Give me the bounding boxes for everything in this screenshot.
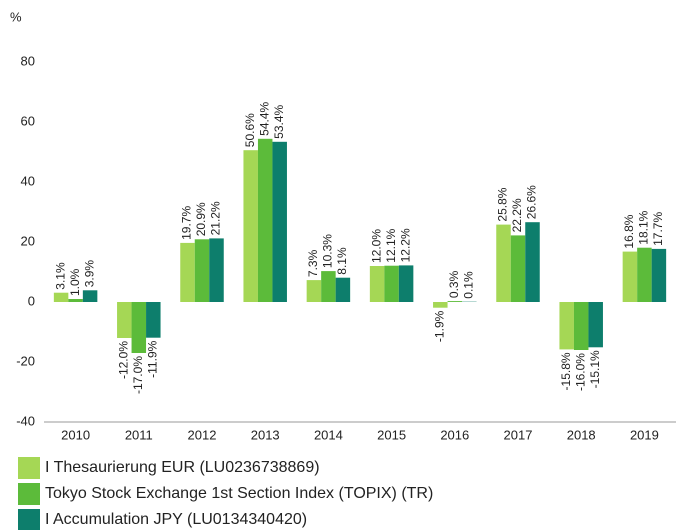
value-label: 3.9% <box>82 260 96 288</box>
x-tick-label: 2014 <box>314 427 343 442</box>
value-label: 26.6% <box>525 185 539 219</box>
value-label: 0.1% <box>461 271 475 299</box>
x-tick-label: 2012 <box>188 427 217 442</box>
bar <box>447 301 463 302</box>
value-label: 1.0% <box>68 268 82 296</box>
bar <box>651 248 667 302</box>
value-label: 8.1% <box>335 247 349 275</box>
legend-label: I Accumulation JPY (LU0134340420) <box>45 511 307 528</box>
bar <box>53 292 69 302</box>
bar <box>510 235 526 302</box>
value-label: -11.9% <box>145 340 159 377</box>
bar <box>559 302 574 350</box>
value-label: 20.9% <box>194 202 208 236</box>
bar <box>180 242 195 302</box>
x-tick-label: 2016 <box>440 427 469 442</box>
value-label: 12.2% <box>398 228 412 262</box>
value-label: 50.6% <box>243 113 257 147</box>
bar <box>496 224 511 302</box>
bar <box>588 302 603 348</box>
bar <box>68 299 83 302</box>
bar <box>209 238 224 302</box>
bar <box>321 271 336 302</box>
bar <box>146 302 161 338</box>
y-tick-label: -20 <box>16 353 35 368</box>
legend-swatch <box>18 483 40 505</box>
x-tick-label: 2017 <box>504 427 533 442</box>
value-label: 19.7% <box>180 206 194 240</box>
value-label: 7.3% <box>306 249 320 277</box>
legend-swatch <box>18 509 40 530</box>
value-label: 25.8% <box>496 187 510 221</box>
y-tick-label: 40 <box>21 173 35 188</box>
bar <box>306 280 322 302</box>
value-label: -15.8% <box>559 352 573 390</box>
y-tick-label: 80 <box>21 53 35 68</box>
value-label: -1.9% <box>432 310 446 342</box>
value-label: 3.1% <box>53 262 67 290</box>
value-label: 54.4% <box>257 101 271 135</box>
bar <box>82 290 98 302</box>
legend-label: Tokyo Stock Exchange 1st Section Index (… <box>45 485 433 502</box>
bar <box>335 277 351 302</box>
bar <box>257 138 273 302</box>
bar <box>131 302 147 353</box>
x-tick-label: 2010 <box>61 427 90 442</box>
bar <box>194 239 210 302</box>
x-tick-label: 2015 <box>377 427 406 442</box>
bar <box>525 222 540 302</box>
value-label: 16.8% <box>622 214 636 248</box>
bar <box>272 141 287 302</box>
value-label: 10.3% <box>321 234 335 268</box>
bar <box>384 265 399 302</box>
value-label: 18.1% <box>637 210 651 244</box>
y-tick-label: 60 <box>21 113 35 128</box>
y-axis-label: % <box>10 9 22 24</box>
value-label: -17.0% <box>131 356 145 394</box>
bar <box>433 302 448 308</box>
bar <box>622 251 638 302</box>
bar <box>398 265 414 302</box>
y-tick-label: 0 <box>28 293 35 308</box>
x-tick-label: 2013 <box>251 427 280 442</box>
value-label: 12.1% <box>384 228 398 262</box>
bar <box>369 266 385 302</box>
value-label: -15.1% <box>588 350 602 388</box>
value-label: 53.4% <box>272 104 286 138</box>
value-label: 22.2% <box>510 198 524 232</box>
value-label: -12.0% <box>116 341 130 379</box>
value-label: 12.0% <box>369 229 383 263</box>
y-tick-label: -40 <box>16 413 35 428</box>
bar <box>117 302 132 338</box>
x-tick-label: 2018 <box>567 427 596 442</box>
value-label: 17.7% <box>651 212 665 246</box>
bar <box>573 302 589 350</box>
value-label: -16.0% <box>573 353 587 391</box>
y-tick-label: 20 <box>21 233 35 248</box>
legend-swatch <box>18 457 40 479</box>
legend-label: I Thesaurierung EUR (LU0236738869) <box>45 459 320 476</box>
x-tick-label: 2019 <box>630 427 659 442</box>
bar <box>637 247 652 302</box>
bar <box>243 150 258 302</box>
x-tick-label: 2011 <box>125 427 153 442</box>
value-label: 0.3% <box>447 270 461 298</box>
value-label: 21.2% <box>209 201 223 235</box>
